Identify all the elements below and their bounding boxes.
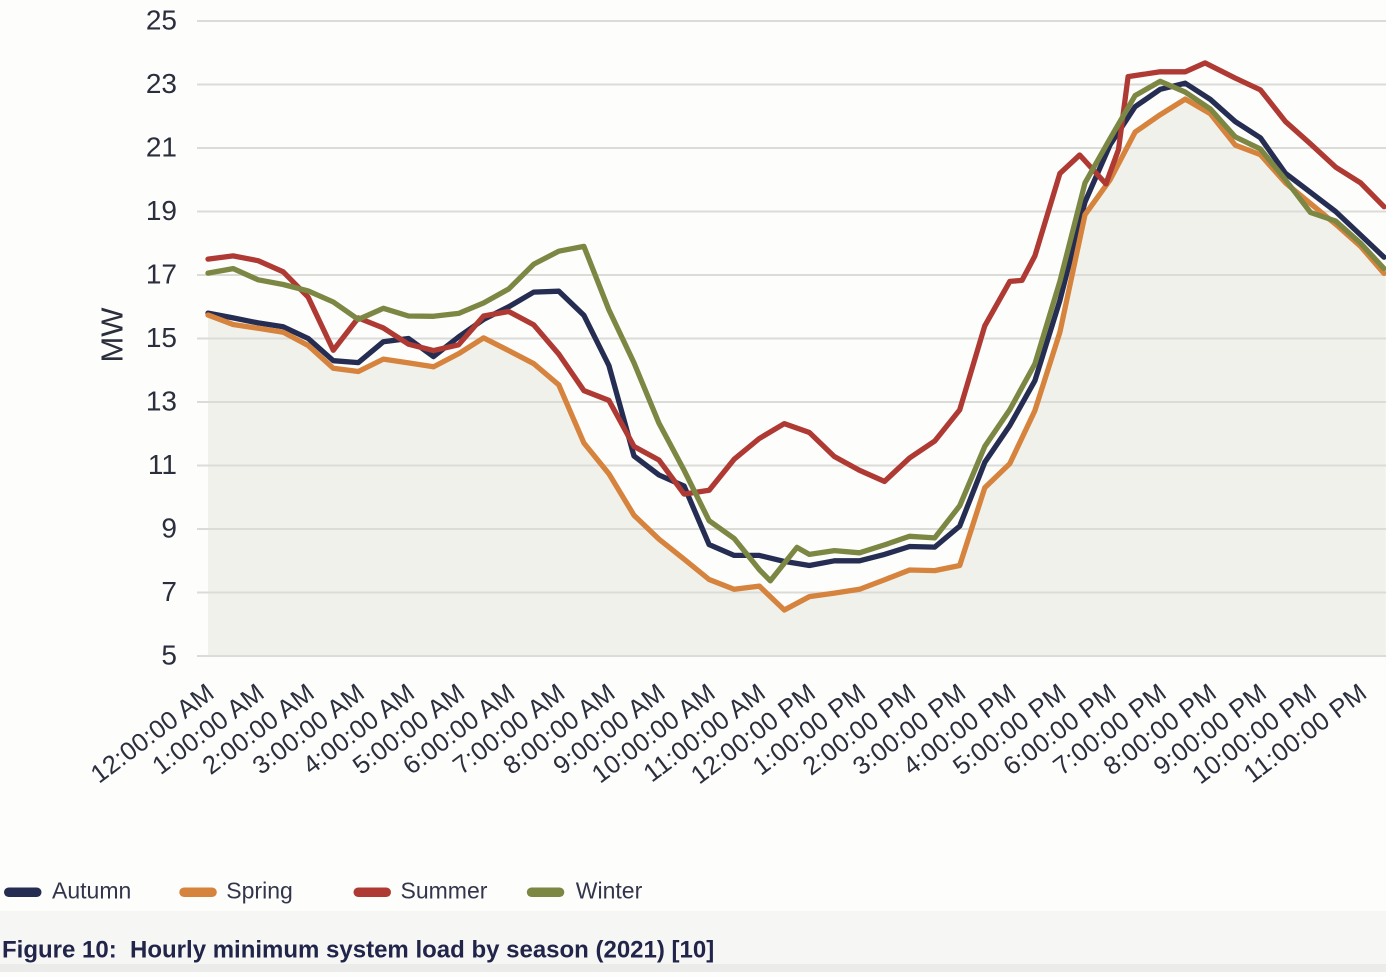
- svg-text:19: 19: [146, 195, 177, 226]
- svg-text:Autumn: Autumn: [52, 878, 131, 904]
- svg-text:11: 11: [148, 449, 177, 480]
- svg-text:Winter: Winter: [576, 878, 643, 904]
- svg-text:Summer: Summer: [401, 878, 488, 904]
- svg-text:7: 7: [161, 576, 177, 607]
- svg-text:MW: MW: [95, 307, 130, 363]
- svg-text:21: 21: [146, 132, 177, 163]
- svg-text:25: 25: [146, 5, 177, 36]
- svg-text:17: 17: [146, 259, 177, 290]
- svg-text:Figure 10: Hourly minimum sys: Figure 10: Hourly minimum system load by…: [2, 937, 714, 964]
- svg-text:Spring: Spring: [226, 878, 292, 904]
- svg-text:15: 15: [146, 322, 177, 353]
- svg-text:23: 23: [146, 68, 177, 99]
- svg-text:13: 13: [146, 386, 177, 417]
- svg-text:9: 9: [161, 513, 177, 544]
- svg-text:5: 5: [161, 640, 177, 671]
